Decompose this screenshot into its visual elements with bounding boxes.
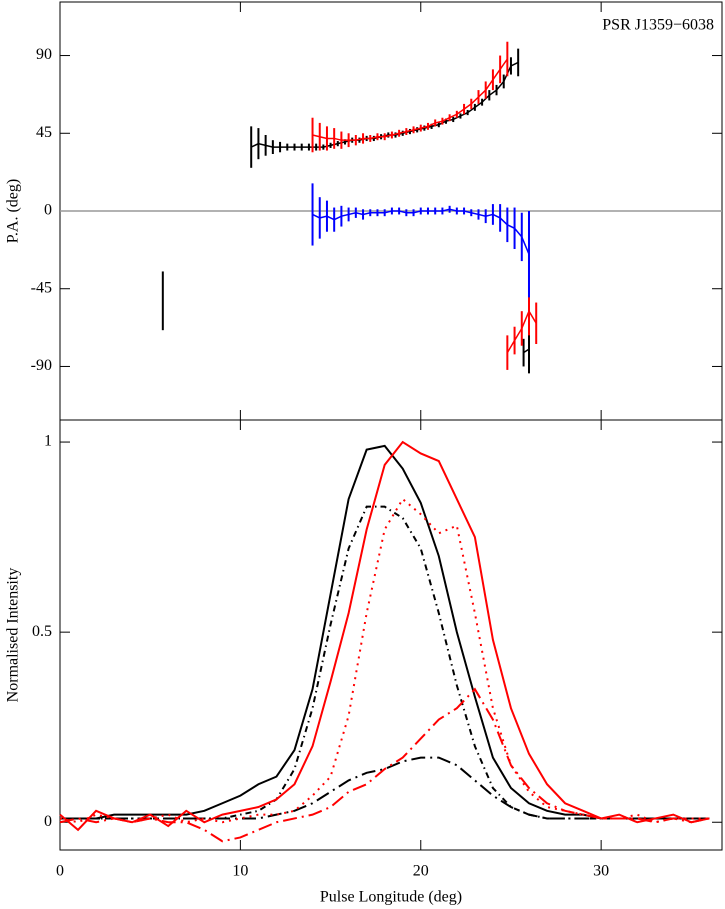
- y-tick-label: -90: [31, 357, 52, 374]
- profile-line: [59, 687, 710, 843]
- y-tick-label: 0: [44, 202, 52, 219]
- profile-line: [60, 505, 710, 820]
- profile-line: [60, 444, 710, 820]
- y-tick-label: 1: [44, 433, 52, 450]
- profile-line: [59, 440, 710, 832]
- x-tick-label: 0: [56, 863, 64, 880]
- y-axis-label: P.A. (deg): [5, 179, 22, 243]
- profile-line: [59, 497, 710, 824]
- y-tick-label: -45: [31, 279, 52, 296]
- pa-line: [312, 58, 508, 141]
- x-tick-label: 10: [232, 863, 248, 880]
- y-tick-label: 0: [44, 813, 52, 830]
- x-axis-label: Pulse Longitude (deg): [320, 889, 462, 906]
- x-tick-label: 30: [593, 863, 609, 880]
- x-tick-label: 20: [413, 863, 429, 880]
- bottom-frame: [59, 419, 723, 851]
- y-tick-label: 0.5: [32, 623, 52, 640]
- annotation: PSR J1359−6038: [602, 17, 714, 34]
- y-axis-label: Normalised Intensity: [5, 568, 22, 703]
- profile-line: [60, 756, 710, 820]
- pa-line: [312, 208, 530, 255]
- y-tick-label: 90: [36, 46, 52, 63]
- y-tick-label: 45: [36, 124, 52, 141]
